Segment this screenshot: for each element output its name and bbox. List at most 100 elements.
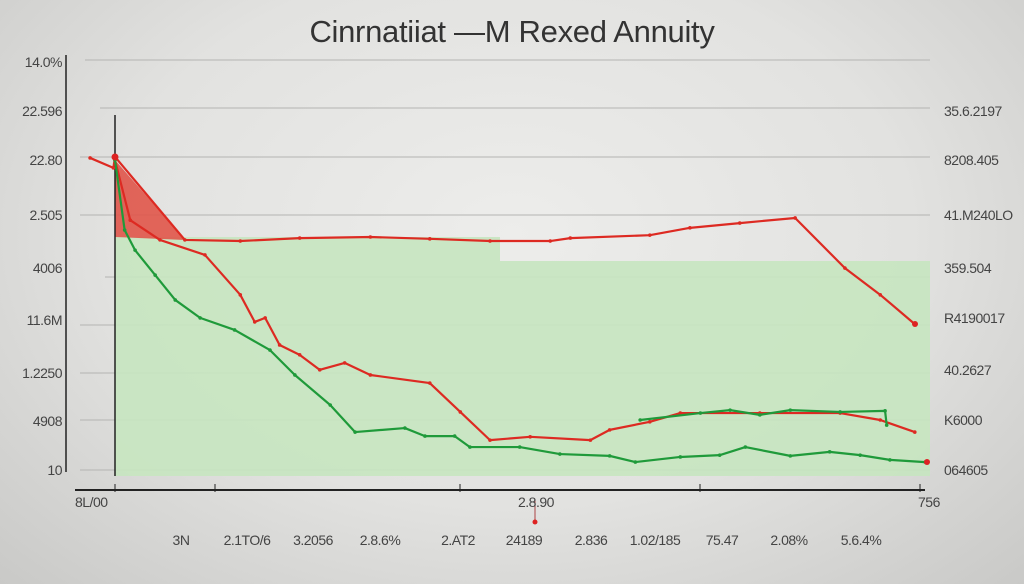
y-tick-label-left: 2.505: [29, 207, 62, 223]
end-marker: [912, 321, 918, 327]
y-tick-label-left: 4006: [32, 260, 63, 276]
series-line-red-upper: [89, 155, 916, 325]
data-point: [528, 435, 532, 439]
end-marker: [924, 459, 930, 465]
y-tick-label-left: 22.596: [22, 103, 62, 119]
data-point: [252, 320, 257, 324]
data-point: [452, 434, 457, 438]
green-fill-area: [115, 237, 930, 476]
data-point: [368, 235, 373, 239]
x-tick-label: 75.47: [705, 532, 739, 548]
data-point: [128, 218, 133, 222]
x-tick-label: 1.02/185: [629, 532, 681, 548]
data-point: [548, 239, 553, 243]
data-point: [647, 233, 652, 237]
y-tick-label-right: 359.504: [944, 260, 992, 276]
data-point: [198, 316, 202, 320]
data-point: [268, 348, 272, 352]
data-point: [883, 409, 887, 413]
data-point: [203, 253, 207, 257]
data-point: [122, 228, 127, 232]
data-point: [912, 430, 917, 434]
data-point: [158, 238, 162, 242]
data-point: [788, 454, 793, 458]
data-point: [884, 423, 889, 427]
y-tick-label-left: 22.80: [29, 152, 62, 168]
y-tick-label-left: 14.0%: [24, 54, 63, 70]
data-point: [843, 266, 847, 270]
data-point: [423, 434, 427, 438]
data-point: [827, 450, 832, 454]
data-point: [153, 273, 157, 277]
data-point: [878, 293, 883, 297]
y-tick-label-right: 35.6.2197: [944, 103, 1002, 119]
x-tick-label: 2.08%: [770, 532, 808, 548]
data-point: [263, 316, 267, 320]
data-point: [858, 453, 862, 457]
y-tick-label-left: 1.2250: [22, 365, 62, 381]
x-tick-label: 2.1TO/6: [223, 532, 271, 548]
data-point: [728, 408, 732, 412]
data-point: [878, 418, 883, 422]
y-tick-label-right: 40.2627: [944, 362, 992, 378]
data-point: [183, 238, 187, 242]
data-point: [558, 452, 562, 456]
data-point: [647, 420, 652, 424]
data-point: [88, 156, 92, 160]
data-point: [403, 426, 407, 430]
data-point: [133, 248, 137, 252]
data-point: [678, 455, 683, 459]
data-point: [737, 221, 742, 225]
x-tick-label: 3.2056: [293, 532, 333, 548]
data-point: [758, 413, 762, 417]
data-point: [317, 368, 322, 372]
x-axis-label: 756: [918, 494, 940, 510]
data-point: [678, 411, 683, 415]
x-axis-label: 8L/00: [75, 494, 108, 510]
x-marker-dot: [532, 519, 538, 525]
data-point: [238, 293, 243, 297]
data-point: [427, 237, 432, 241]
y-tick-label-left: 10: [47, 462, 62, 478]
data-point: [458, 410, 463, 414]
data-point: [368, 373, 373, 377]
data-point: [517, 445, 522, 449]
data-point: [698, 411, 703, 415]
data-point: [353, 430, 357, 434]
chart-title: Cinrnatiiat —M Rexed Annuity: [309, 14, 715, 49]
data-point: [238, 239, 243, 243]
data-point: [427, 381, 432, 385]
x-tick-label: 2.836: [574, 532, 608, 548]
data-point: [638, 418, 642, 422]
y-tick-label-right: R4190017: [944, 310, 1005, 326]
data-point: [743, 445, 748, 449]
y-tick-label-right: 064605: [944, 462, 988, 478]
data-point: [328, 403, 333, 407]
x-axis-label: 2.8.90: [518, 494, 554, 510]
data-point: [788, 408, 793, 412]
data-point: [297, 353, 302, 357]
data-point: [607, 454, 612, 458]
data-point: [688, 226, 692, 230]
y-tick-label-right: 8208.405: [944, 152, 999, 168]
y-tick-label-right: 41.M240LO: [944, 207, 1013, 223]
data-point: [111, 166, 116, 170]
y-tick-label-left: 11.6M: [26, 312, 63, 328]
data-point: [488, 239, 492, 243]
data-point: [888, 458, 892, 462]
x-tick-label: 5.6.4%: [840, 532, 882, 548]
x-tick-label: 24189: [505, 532, 543, 548]
data-point: [568, 236, 573, 240]
data-point: [297, 236, 302, 240]
series-line-green-upper: [640, 409, 888, 426]
x-tick-label: 2.8.6%: [359, 532, 401, 548]
y-tick-label-right: K6000: [944, 412, 982, 428]
data-point: [607, 428, 612, 432]
x-tick-label: 3N: [172, 532, 190, 548]
peak-marker: [111, 153, 119, 161]
data-point: [488, 438, 492, 442]
x-tick-label: 2.AT2: [441, 532, 475, 548]
data-point: [173, 298, 178, 302]
data-point: [277, 343, 282, 347]
